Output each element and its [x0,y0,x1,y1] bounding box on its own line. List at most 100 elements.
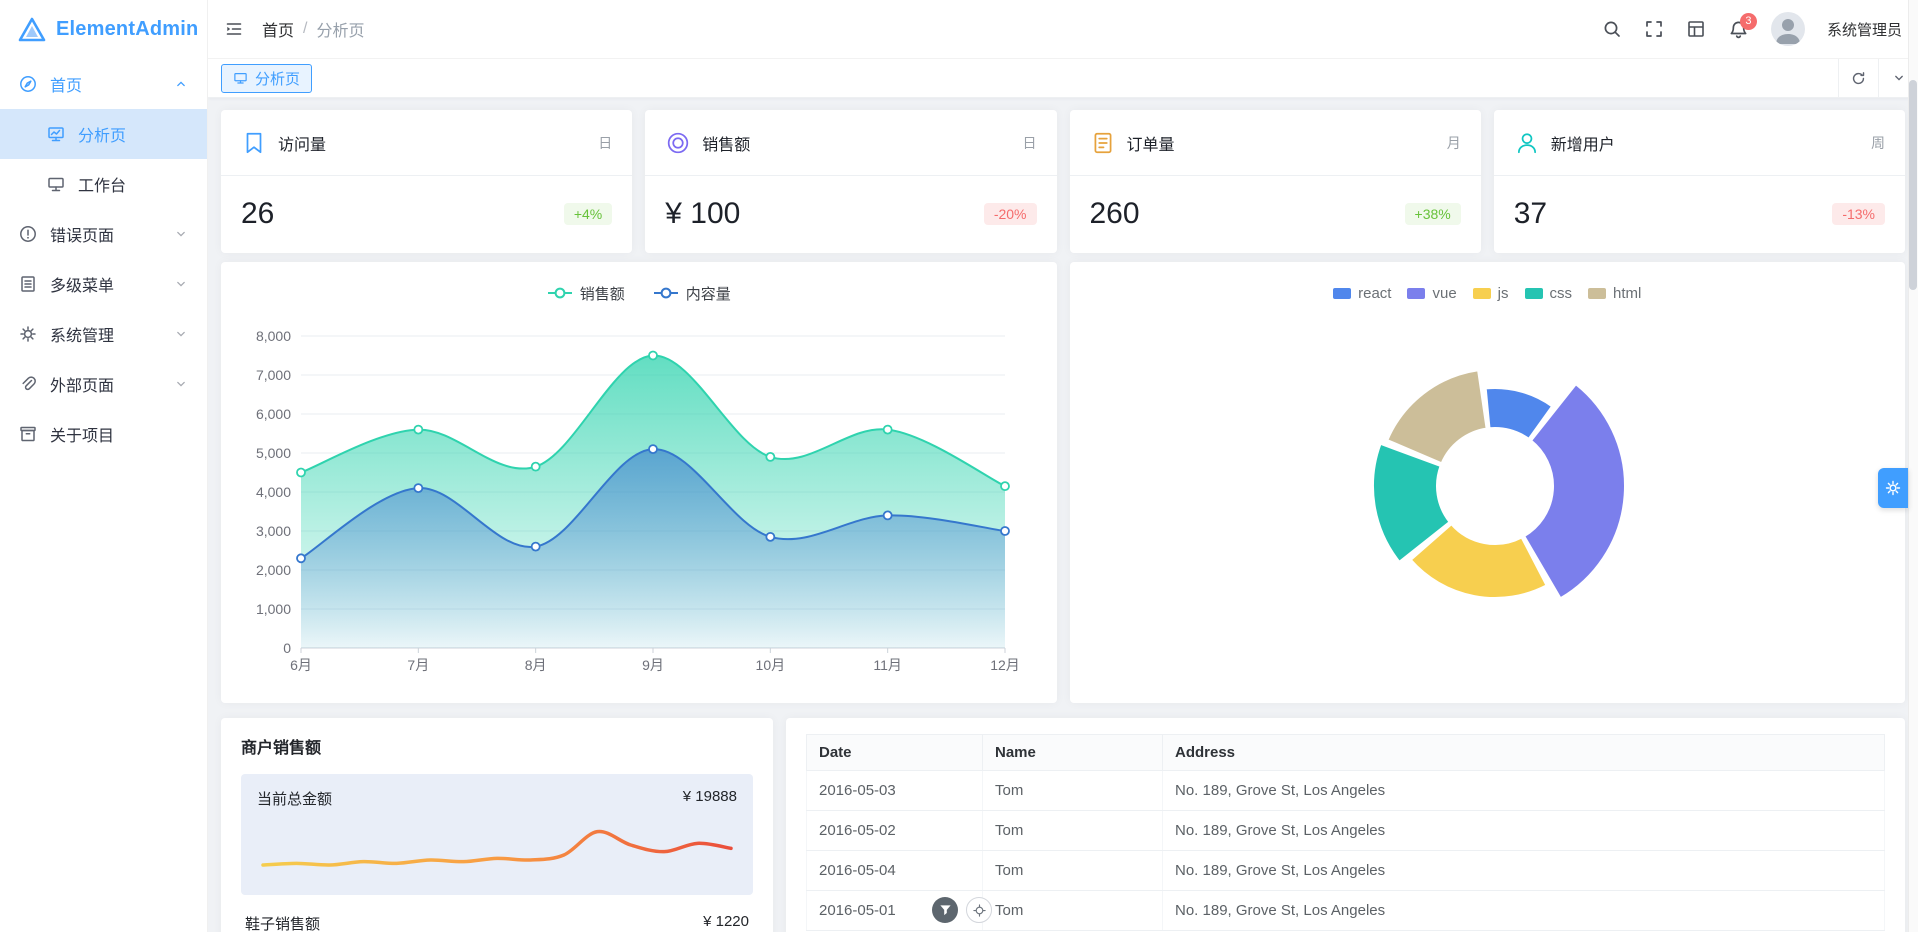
svg-text:11月: 11月 [873,657,902,673]
layout-settings-button[interactable] [1686,19,1706,39]
stat-period: 日 [598,134,613,151]
legend-item-html[interactable]: html [1588,285,1641,302]
tags-view-bar: 分析页 [208,59,1918,98]
stat-title: 新增用户 [1550,136,1615,154]
notification-badge: 3 [1739,12,1757,30]
legend-swatch [1333,287,1352,299]
cell-date: 2016-05-02 [806,810,983,851]
chevron-up-icon [177,81,185,87]
bottom-row: 商户销售额 当前总金额 ¥ 19888 鞋子销售额 ¥ 1220 Date Na… [221,718,1905,932]
chevron-down-icon [177,331,185,337]
monthly-trend-card: 销售额 内容量 0 1,000 2,000 3,000 4,000 5,000 6,000 7… [221,262,1057,703]
svg-text:1,000: 1,000 [256,601,291,617]
svg-text:2,000: 2,000 [256,562,291,578]
refresh-icon [1852,71,1865,84]
sidebar-item-multilevel-menu[interactable]: 多级菜单 [0,259,207,309]
breadcrumb-home[interactable]: 首页 [262,23,295,40]
stat-delta-badge: +38% [1404,203,1461,225]
search-button[interactable] [1602,19,1622,39]
breadcrumb-current: 分析页 [316,23,365,40]
sidebar-item-about-project[interactable]: 关于项目 [0,409,207,459]
stat-delta-badge: -13% [1832,203,1885,225]
logo-text: ElementAdmin [56,18,199,40]
column-header-date[interactable]: Date [806,734,983,771]
svg-text:0: 0 [283,640,291,656]
theme-settings-button[interactable] [1878,468,1908,508]
collapse-sidebar-button[interactable] [224,19,244,39]
orders-table-card: Date Name Address 2016-05-03 Tom No. 189… [786,718,1905,932]
avatar[interactable] [1770,12,1805,46]
bookmark-icon [246,132,262,153]
line-series-marker [547,287,572,299]
stat-period: 日 [1022,134,1037,151]
legend-item-css[interactable]: css [1524,285,1572,302]
gear-icon [20,326,36,342]
sidebar-item-home[interactable]: 首页 [0,59,207,109]
analysis-icon [48,127,64,142]
svg-text:8月: 8月 [525,657,547,673]
cell-date: 2016-05-01 [806,890,983,931]
table-header-row: Date Name Address [806,734,1885,771]
sidebar-item-label: 多级菜单 [50,278,115,295]
scrollbar-thumb[interactable] [1909,80,1917,290]
fullscreen-icon [1646,21,1662,37]
sidebar: ElementAdmin 首页 分析页 工作台 错误页面 [0,0,208,932]
legend-item-sales[interactable]: 销售额 [547,283,625,304]
fullscreen-button[interactable] [1644,19,1664,39]
merchant-trend-sparkline [261,829,733,867]
column-header-address[interactable]: Address [1162,734,1885,771]
user-icon [1517,132,1536,153]
table-row[interactable]: 2016-05-04 Tom No. 189, Grove St, Los An… [806,850,1885,891]
sidebar-item-label: 工作台 [78,178,127,195]
stat-card-orders: 订单量 月 260 +38% [1069,110,1481,253]
table-row[interactable]: 2016-05-02 Tom No. 189, Grove St, Los An… [806,810,1885,851]
stat-value: 26 [241,197,275,230]
breadcrumb-separator: / [303,20,308,37]
sidebar-item-label: 首页 [50,78,83,95]
refresh-tab-button[interactable] [1838,59,1878,97]
merchant-card-title: 商户销售额 [241,740,322,757]
sidebar-item-error-pages[interactable]: 错误页面 [0,209,207,259]
legend-item-js[interactable]: js [1472,285,1509,302]
sidebar-item-label: 系统管理 [50,328,115,345]
legend-item-content[interactable]: 内容量 [653,283,731,304]
cell-name: Tom [982,850,1163,891]
sidebar-item-system-management[interactable]: 系统管理 [0,309,207,359]
svg-text:8,000: 8,000 [256,328,291,344]
table-row[interactable]: 2016-05-03 Tom No. 189, Grove St, Los An… [806,770,1885,811]
workplace-icon [48,177,64,192]
cell-address: No. 189, Grove St, Los Angeles [1162,850,1885,891]
sidebar-item-workplace[interactable]: 工作台 [0,159,207,209]
paperclip-icon [22,376,36,391]
sidebar-item-external-pages[interactable]: 外部页面 [0,359,207,409]
notifications-button[interactable]: 3 [1728,12,1757,40]
legend-label: vue [1432,284,1457,302]
stat-value: 260 [1089,197,1140,230]
stat-value: ¥ 100 [665,197,741,230]
tab-analysis[interactable]: 分析页 [221,63,313,93]
legend-label: 销售额 [579,285,625,303]
app-logo[interactable]: ElementAdmin [0,0,207,59]
legend-item-vue[interactable]: vue [1407,284,1457,302]
svg-text:6,000: 6,000 [256,406,291,422]
legend-label: 内容量 [685,285,731,303]
top-bar: 首页 / 分析页 3 [208,0,1918,59]
sidebar-item-analysis[interactable]: 分析页 [0,109,207,159]
sidebar-item-label: 分析页 [78,128,127,145]
stat-card-sales: 销售额 日 ¥ 100 -20% [645,110,1057,253]
fold-menu-icon [226,23,242,35]
username[interactable]: 系统管理员 [1826,21,1902,39]
page-scrollbar [1908,0,1918,932]
chevron-down-icon [1894,75,1903,81]
area-chart: 0 1,000 2,000 3,000 4,000 5,000 6,000 7,000 8,00… [256,328,1020,673]
crosshair-icon [972,903,986,917]
filter-button[interactable] [932,897,958,923]
money-icon [668,132,689,153]
tab-monitor-icon [234,72,247,84]
cell-date: 2016-05-03 [806,770,983,811]
svg-text:3,000: 3,000 [256,523,291,539]
locate-button[interactable] [966,897,992,923]
table-row[interactable]: 2016-05-01 Tom No. 189, Grove St, Los An… [806,890,1885,931]
column-header-name[interactable]: Name [982,734,1163,771]
legend-item-react[interactable]: react [1333,285,1391,302]
